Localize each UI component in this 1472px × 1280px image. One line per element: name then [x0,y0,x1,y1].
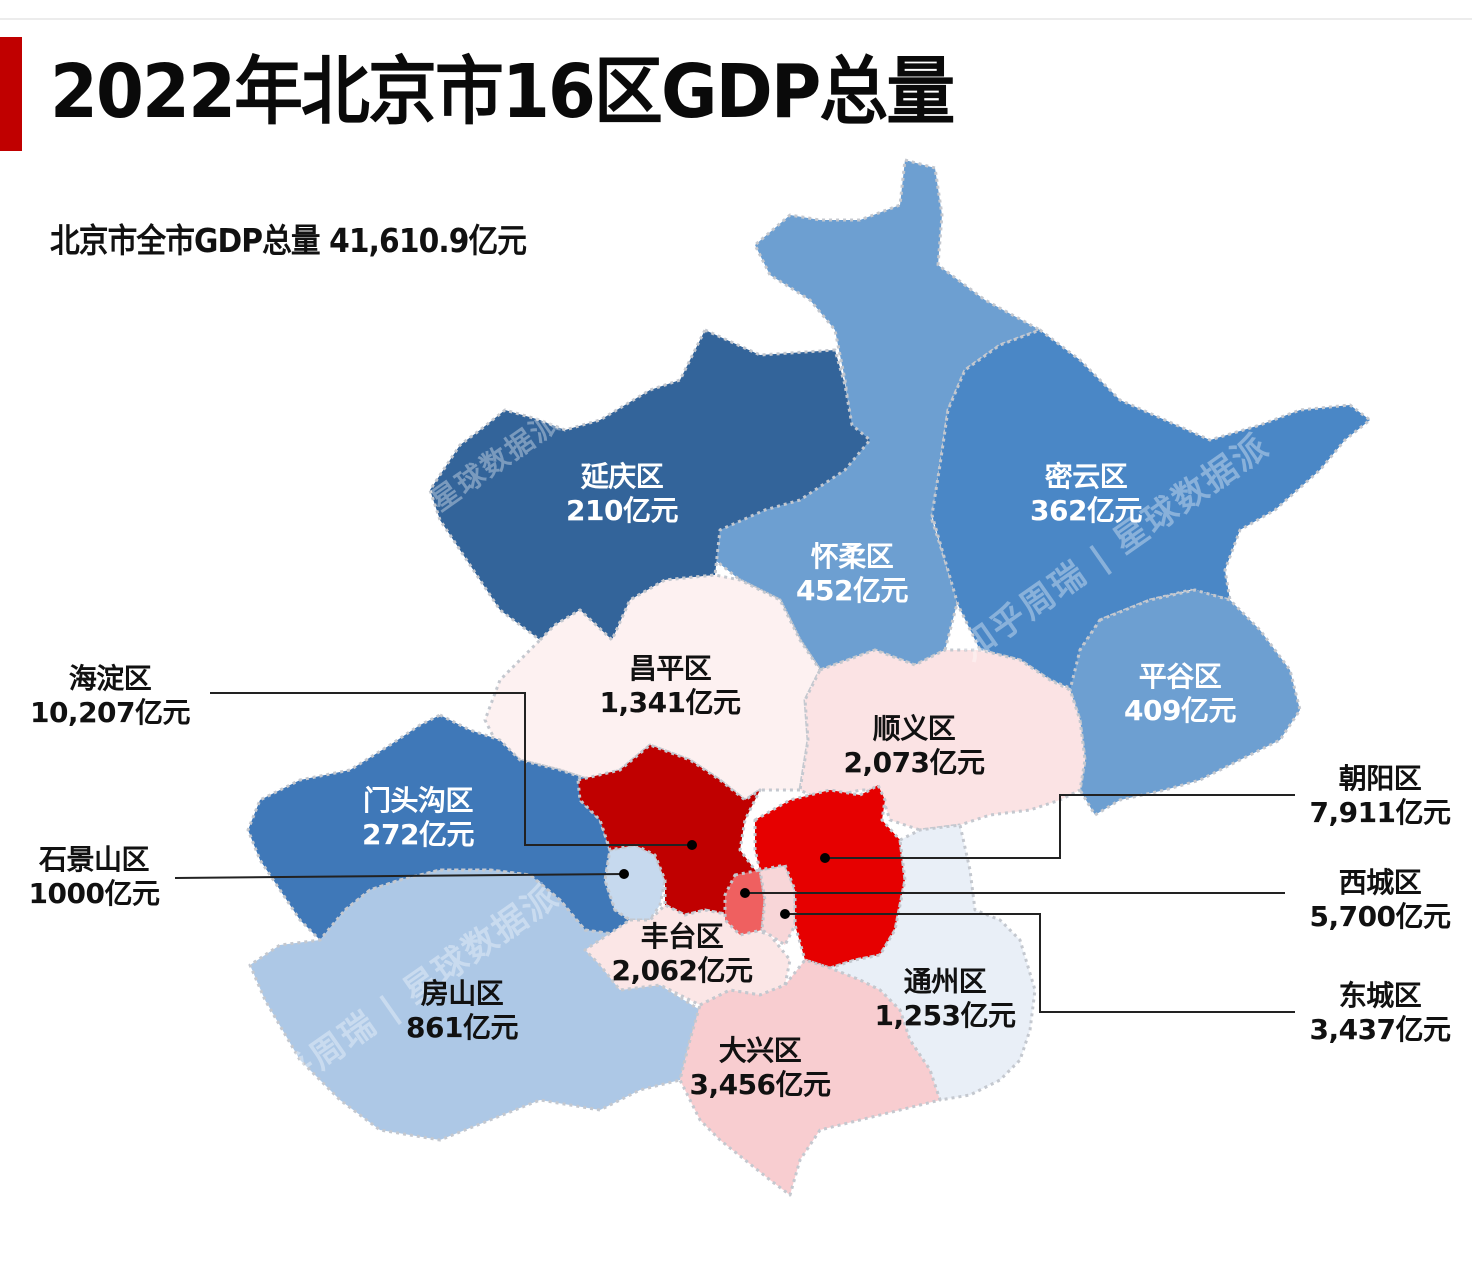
district-name: 延庆区 [580,460,664,493]
district-name: 东城区 [1338,979,1422,1012]
district-name: 门头沟区 [362,784,474,817]
district-gdp: 1,341亿元 [599,686,741,719]
label-daxing: 大兴区 3,456亿元 [689,1034,831,1102]
district-gdp: 452亿元 [796,574,908,607]
callout-line-shijingshan [174,873,625,879]
district-name: 西城区 [1338,866,1422,899]
top-divider [0,18,1472,20]
district-gdp: 1000亿元 [28,877,160,910]
callout-label-xicheng: 西城区 5,700亿元 [1309,866,1451,934]
district-gdp: 362亿元 [1030,494,1142,527]
district-name: 顺义区 [872,712,956,745]
district-gdp: 2,062亿元 [611,954,753,987]
region-xicheng[interactable] [723,868,767,937]
callout-dots [619,840,830,919]
district-name: 丰台区 [640,920,724,953]
region-fangshan[interactable] [248,868,702,1142]
callout-label-dongcheng: 东城区 3,437亿元 [1309,979,1451,1047]
district-name: 石景山区 [38,843,150,876]
district-name: 通州区 [903,965,987,998]
district-name: 朝阳区 [1338,762,1422,795]
total-gdp-subtitle: 北京市全市GDP总量 41,610.9亿元 [50,221,527,260]
region-pinggu[interactable] [1068,588,1302,817]
district-name: 房山区 [420,977,504,1010]
district-gdp: 3,437亿元 [1309,1013,1451,1046]
label-miyun: 密云区 362亿元 [1030,460,1142,528]
district-name: 平谷区 [1138,660,1222,693]
district-gdp: 5,700亿元 [1309,900,1451,933]
district-gdp: 10,207亿元 [29,696,191,729]
district-gdp: 272亿元 [362,818,474,851]
district-gdp: 3,456亿元 [689,1068,831,1101]
callout-line-haidian [210,692,692,846]
region-dongcheng[interactable] [758,863,797,947]
district-gdp: 409亿元 [1124,694,1236,727]
district-name: 海淀区 [68,662,152,695]
label-changping: 昌平区 1,341亿元 [599,652,741,720]
district-gdp: 210亿元 [566,494,678,527]
district-gdp: 861亿元 [406,1011,518,1044]
callout-line-dongcheng [785,913,1295,1013]
district-gdp: 7,911亿元 [1309,796,1451,829]
callout-label-chaoyang: 朝阳区 7,911亿元 [1309,762,1451,830]
label-mentougou: 门头沟区 272亿元 [362,784,474,852]
dot-chaoyang [820,853,830,863]
callout-label-haidian: 海淀区 10,207亿元 [29,662,191,730]
dot-haidian [687,840,697,850]
district-name: 密云区 [1044,460,1128,493]
district-gdp: 1,253亿元 [874,999,1016,1032]
district-name: 大兴区 [718,1034,802,1067]
label-pinggu: 平谷区 409亿元 [1124,660,1236,728]
callout-line-chaoyang [825,794,1295,859]
label-huairou: 怀柔区 452亿元 [796,540,908,608]
dot-shijingshan [619,869,629,879]
callout-label-shijingshan: 石景山区 1000亿元 [29,843,160,911]
region-haidian[interactable] [576,743,762,917]
district-gdp: 2,073亿元 [843,746,985,779]
label-fengtai: 丰台区 2,062亿元 [611,920,753,988]
label-yanqing: 延庆区 210亿元 [566,460,678,528]
district-name: 怀柔区 [810,540,894,573]
dot-dongcheng [780,909,790,919]
region-tongzhou[interactable] [828,823,1037,1102]
district-name: 昌平区 [628,652,712,685]
title-accent-bar [0,37,22,151]
dot-xicheng [740,888,750,898]
callout-lines [174,692,1295,1013]
region-changping[interactable] [483,573,822,802]
page-title: 2022年北京市16区GDP总量 [50,49,955,135]
label-tongzhou: 通州区 1,253亿元 [874,965,1016,1033]
label-fangshan: 房山区 861亿元 [406,977,518,1045]
label-shunyi: 顺义区 2,073亿元 [843,712,985,780]
region-daxing[interactable] [678,958,942,1197]
region-miyun[interactable] [930,328,1372,692]
